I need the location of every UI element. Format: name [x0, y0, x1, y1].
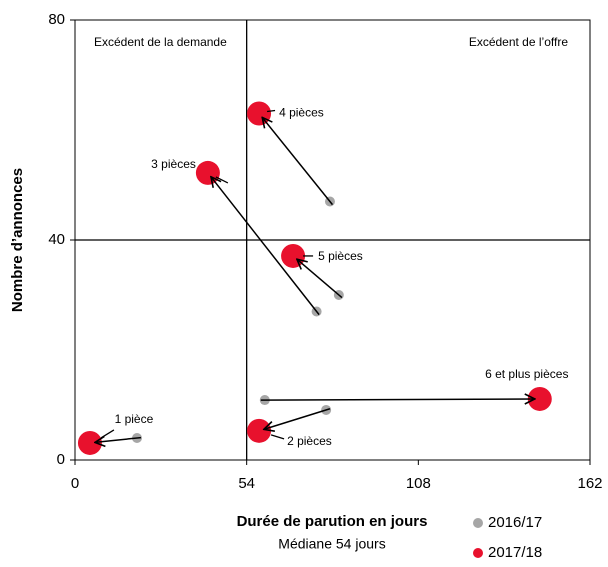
- change-arrow: [264, 408, 331, 430]
- annotation: Excédent de l’offre: [469, 35, 569, 49]
- label-leader: [266, 109, 276, 113]
- legend-swatch: [473, 518, 483, 528]
- legend-swatch: [473, 548, 483, 558]
- legend-label: 2017/18: [488, 544, 542, 561]
- y-tick-label: 80: [48, 11, 65, 28]
- point: [195, 160, 220, 185]
- change-arrow: [95, 438, 142, 443]
- change-arrow: [260, 399, 535, 400]
- change-arrow: [297, 259, 343, 299]
- point-label: 5 pièces: [318, 249, 363, 263]
- y-axis-label: Nombre d’annonces: [9, 168, 26, 312]
- x-axis-sublabel: Médiane 54 jours: [278, 536, 385, 552]
- point-label: 1 pièce: [115, 412, 154, 426]
- point-label: 4 pièces: [279, 106, 324, 120]
- change-arrow: [262, 117, 334, 206]
- point: [281, 243, 306, 268]
- point: [77, 430, 102, 455]
- point: [527, 386, 552, 411]
- x-tick-label: 0: [71, 475, 79, 492]
- point: [247, 418, 272, 443]
- y-tick-label: 40: [48, 231, 65, 248]
- label-leader: [100, 429, 115, 439]
- point-label: 6 et plus pièces: [485, 367, 568, 381]
- change-arrow: [211, 177, 320, 316]
- legend-label: 2016/17: [488, 514, 542, 531]
- annotation: Excédent de la demande: [94, 35, 227, 49]
- x-tick-label: 108: [406, 475, 431, 492]
- point-label: 3 pièces: [151, 157, 196, 171]
- point-label: 2 pièces: [287, 434, 332, 448]
- label-leader: [215, 176, 229, 184]
- y-tick-label: 0: [57, 451, 65, 468]
- x-tick-label: 54: [238, 475, 255, 492]
- x-axis-label: Durée de parution en jours: [237, 513, 428, 530]
- point: [247, 101, 272, 126]
- x-tick-label: 162: [577, 475, 602, 492]
- label-leader: [270, 434, 285, 440]
